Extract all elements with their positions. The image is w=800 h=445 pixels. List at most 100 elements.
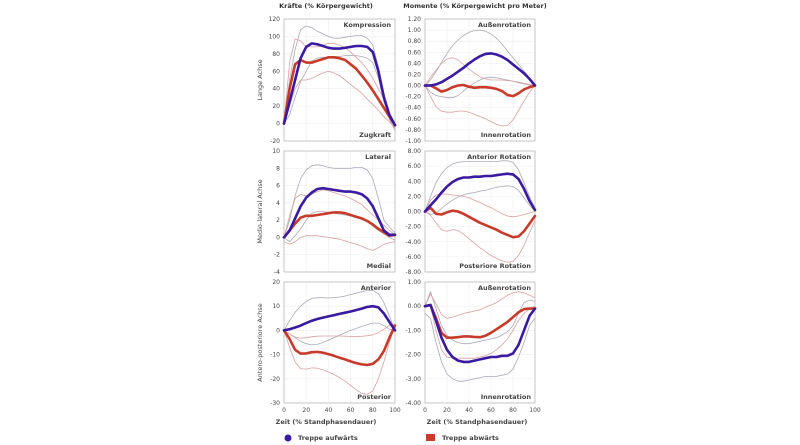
- column-title-forces: Kräfte (% Körpergewicht): [279, 2, 373, 10]
- band-line-lower-band-down: [283, 235, 396, 251]
- x-tick-label: 40: [465, 407, 473, 414]
- band-line-upper-band-down: [424, 291, 536, 319]
- x-axis-label-left: Zeit (% Standphasendauer): [276, 418, 377, 426]
- y-tick-label: -20: [270, 138, 280, 145]
- band-line-upper-band-up: [424, 29, 536, 86]
- band-line-lower-band-up: [283, 55, 396, 131]
- y-tick-label: 0.00: [408, 209, 422, 216]
- series-line-treppe-aufwaerts: [423, 303, 537, 364]
- y-tick-label: -2.00: [405, 224, 421, 231]
- top-corner-label: Lateral: [365, 153, 391, 161]
- y-tick-label: 0: [276, 234, 280, 241]
- y-tick-label: 8.00: [408, 148, 422, 155]
- series-line-treppe-aufwaerts: [282, 42, 397, 127]
- x-tick-label: 60: [347, 407, 355, 414]
- band-line-lower-band-down: [424, 85, 536, 127]
- y-tick-label: 10: [272, 148, 280, 155]
- x-tick-label: 80: [509, 407, 517, 414]
- y-tick-label: -0.20: [405, 94, 421, 101]
- y-tick-label: -4.00: [405, 400, 421, 407]
- bottom-corner-label: Zugkraft: [359, 131, 391, 139]
- panel-5: 1.00 0.00 -1.00 -2.00 -3.00 -4.000 20 40 60 80 100…: [405, 279, 540, 414]
- y-tick-label: 60: [272, 68, 280, 75]
- plot-frame: [424, 281, 536, 404]
- series-line-treppe-abwaerts: [282, 211, 397, 239]
- top-corner-label: Außenrotation: [478, 284, 531, 292]
- y-tick-label: -1.00: [405, 138, 421, 145]
- series-line-treppe-aufwaerts: [423, 52, 537, 87]
- legend-label-down: Treppe abwärts: [442, 434, 499, 442]
- y-tick-label: 1.00: [408, 27, 422, 34]
- y-axis-label: Antero-posteriore Achse: [256, 303, 264, 382]
- y-tick-label: 0.00: [408, 83, 422, 90]
- y-tick-label: -20: [270, 376, 280, 383]
- top-corner-label: Anterior: [361, 284, 392, 292]
- x-axis-label-right: Zeit (% Standphasendauer): [427, 418, 528, 426]
- x-tick-label: 0: [423, 407, 427, 414]
- panel-0: 120 100 80 60 40 20 0 -20 Lange Achse Kompression…: [256, 16, 397, 145]
- band-line-upper-band-down: [283, 189, 396, 238]
- y-tick-label: 2: [276, 217, 280, 224]
- x-tick-label: 0: [282, 407, 286, 414]
- y-tick-label: 0.00: [408, 303, 422, 310]
- series-line-treppe-abwaerts: [423, 303, 537, 339]
- legend: Treppe aufwärts Treppe abwärts: [284, 434, 499, 442]
- y-tick-label: -6.00: [405, 254, 421, 261]
- band-line-upper-band-up: [283, 290, 396, 331]
- band-line-upper-band-down: [283, 38, 396, 124]
- y-tick-label: -30: [270, 400, 280, 407]
- band-line-upper-band-up: [283, 25, 396, 129]
- bottom-corner-label: Posterior: [357, 393, 392, 401]
- y-tick-label: 4: [276, 200, 280, 207]
- y-tick-label: -10: [270, 352, 280, 359]
- plot-frame: [283, 281, 396, 404]
- y-tick-label: 6: [276, 183, 280, 190]
- column-title-moments: Momente (% Körpergewicht pro Meter): [403, 2, 546, 10]
- panel-2: 10 8 6 4 2 0 -2 -4 Medio-lateral Achse Lateral Med…: [256, 148, 397, 276]
- band-line-upper-band-down: [424, 193, 536, 218]
- y-tick-label: 100: [269, 33, 281, 40]
- y-tick-label: -0.80: [405, 127, 421, 134]
- band-line-upper-band-up: [283, 164, 396, 238]
- x-tick-label: 20: [443, 407, 451, 414]
- top-corner-label: Anterior Rotation: [467, 153, 531, 161]
- y-tick-label: 1.00: [408, 279, 422, 286]
- series-line-treppe-abwaerts: [282, 56, 397, 127]
- band-line-upper-band-up: [424, 291, 536, 345]
- panel-1: 1.20 1.00 0.80 0.60 0.40 0.20 0.00 -0.20 -0.40 -0…: [405, 16, 537, 145]
- band-line-upper-band-down: [424, 57, 536, 86]
- y-tick-label: 0.40: [408, 60, 422, 67]
- band-line-lower-band-up: [424, 313, 536, 382]
- plot-frame: [424, 18, 536, 142]
- band-line-lower-band-down: [424, 211, 536, 263]
- legend-marker-down: [426, 434, 435, 441]
- band-line-lower-band-up: [283, 322, 396, 346]
- y-tick-label: 1.20: [408, 16, 422, 23]
- series-line-treppe-aufwaerts: [282, 186, 397, 239]
- series-line-treppe-abwaerts: [423, 206, 537, 239]
- y-tick-label: 0.60: [408, 49, 422, 56]
- legend-marker-up: [284, 434, 292, 442]
- y-tick-label: -8.00: [405, 269, 421, 276]
- y-axis-label: Medio-lateral Achse: [256, 179, 264, 243]
- y-tick-label: -2: [274, 252, 280, 259]
- top-corner-label: Außenrotation: [478, 21, 531, 29]
- x-tick-label: 80: [369, 407, 377, 414]
- band-line-lower-band-up: [424, 185, 536, 215]
- band-line-lower-band-down: [283, 325, 396, 395]
- bottom-corner-label: Medial: [367, 262, 391, 270]
- y-tick-label: 0.20: [408, 71, 422, 78]
- x-tick-label: 60: [487, 407, 495, 414]
- y-tick-label: -1.00: [405, 327, 421, 334]
- y-tick-label: 120: [269, 16, 281, 23]
- y-tick-label: -2.00: [405, 352, 421, 359]
- band-line-lower-band-down: [283, 70, 396, 129]
- y-tick-label: 6.00: [408, 163, 422, 170]
- y-tick-label: -0.40: [405, 105, 421, 112]
- series-line-treppe-aufwaerts: [282, 304, 397, 332]
- y-tick-label: 0: [276, 327, 280, 334]
- legend-label-up: Treppe aufwärts: [298, 434, 358, 442]
